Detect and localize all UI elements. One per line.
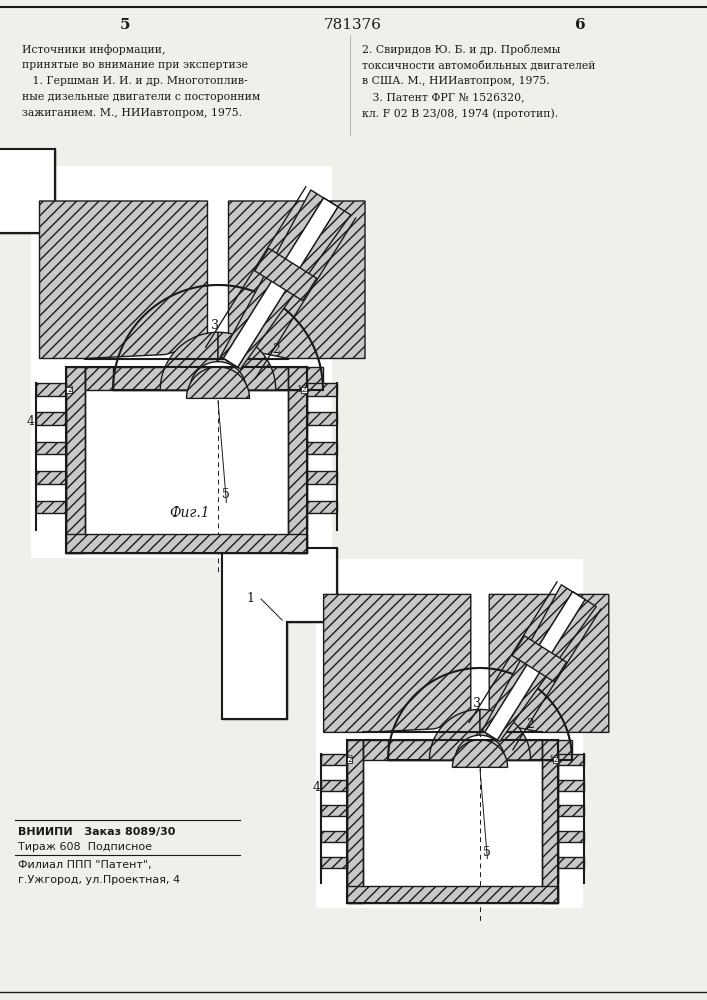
Polygon shape: [559, 857, 584, 868]
Bar: [346, 757, 352, 763]
Polygon shape: [321, 831, 346, 842]
Polygon shape: [40, 201, 207, 359]
Bar: [363, 732, 542, 740]
Polygon shape: [559, 780, 584, 791]
Text: 12: 12: [298, 385, 309, 394]
Text: 4: 4: [312, 781, 320, 794]
Polygon shape: [160, 332, 218, 390]
Polygon shape: [223, 548, 337, 719]
Polygon shape: [36, 412, 66, 425]
Polygon shape: [228, 201, 365, 359]
Polygon shape: [36, 501, 66, 513]
Polygon shape: [187, 367, 250, 398]
Polygon shape: [388, 740, 542, 760]
Text: зажиганием. М., НИИавтопром, 1975.: зажиганием. М., НИИавтопром, 1975.: [22, 108, 242, 118]
Polygon shape: [480, 709, 530, 760]
Polygon shape: [363, 740, 572, 760]
Text: 5: 5: [484, 846, 491, 858]
Polygon shape: [542, 740, 559, 903]
Polygon shape: [36, 471, 66, 484]
Polygon shape: [388, 668, 572, 760]
Text: Фиг.1: Фиг.1: [170, 506, 210, 520]
Text: токсичности автомобильных двигателей: токсичности автомобильных двигателей: [362, 60, 595, 71]
Polygon shape: [218, 332, 276, 390]
Polygon shape: [559, 754, 584, 765]
Polygon shape: [485, 592, 585, 740]
Text: 1. Гершман И. И. и др. Многотоплив-: 1. Гершман И. И. и др. Многотоплив-: [22, 76, 247, 86]
Text: Фиг.2: Фиг.2: [450, 888, 491, 902]
Text: 5: 5: [223, 488, 230, 502]
Polygon shape: [452, 740, 508, 767]
Polygon shape: [489, 594, 609, 732]
Polygon shape: [66, 534, 308, 553]
Text: ВНИИПИ   Заказ 8089/30: ВНИИПИ Заказ 8089/30: [18, 827, 175, 837]
Polygon shape: [221, 190, 351, 369]
Bar: [85, 359, 288, 367]
Text: в США. М., НИИавтопром, 1975.: в США. М., НИИавтопром, 1975.: [362, 76, 549, 86]
Text: 2: 2: [347, 755, 353, 764]
Text: г.Ужгород, ул.Проектная, 4: г.Ужгород, ул.Проектная, 4: [18, 875, 180, 885]
Polygon shape: [308, 501, 337, 513]
Polygon shape: [559, 805, 584, 816]
Text: принятые во внимание при экспертизе: принятые во внимание при экспертизе: [22, 60, 248, 70]
Text: Источники информации,: Источники информации,: [22, 44, 165, 55]
Polygon shape: [223, 198, 338, 367]
Text: 781376: 781376: [324, 18, 382, 32]
Text: 2: 2: [271, 343, 280, 356]
Bar: [316, 559, 583, 908]
Polygon shape: [36, 383, 66, 396]
Polygon shape: [482, 585, 596, 742]
Polygon shape: [223, 548, 337, 719]
Text: Тираж 608  Подписное: Тираж 608 Подписное: [18, 842, 152, 852]
Polygon shape: [429, 709, 480, 760]
Text: 2. Свиридов Ю. Б. и др. Проблемы: 2. Свиридов Ю. Б. и др. Проблемы: [362, 44, 561, 55]
Text: 6: 6: [575, 18, 585, 32]
Text: Филиал ППП "Патент",: Филиал ППП "Патент",: [18, 860, 151, 870]
Polygon shape: [0, 148, 55, 343]
Polygon shape: [85, 367, 323, 390]
Text: 3: 3: [211, 319, 219, 332]
Text: 5: 5: [119, 18, 130, 32]
Bar: [66, 387, 72, 393]
Polygon shape: [321, 754, 346, 765]
Bar: [31, 166, 332, 558]
Polygon shape: [559, 831, 584, 842]
Polygon shape: [321, 780, 346, 791]
Polygon shape: [512, 636, 566, 682]
Text: 12: 12: [549, 755, 560, 764]
Text: 4: 4: [27, 415, 35, 428]
Text: 2: 2: [67, 385, 73, 394]
Text: 1: 1: [246, 592, 254, 605]
Polygon shape: [36, 442, 66, 454]
Polygon shape: [308, 383, 337, 396]
Polygon shape: [308, 471, 337, 484]
Polygon shape: [346, 740, 363, 903]
Polygon shape: [485, 592, 585, 740]
Text: 3. Патент ФРГ № 1526320,: 3. Патент ФРГ № 1526320,: [362, 92, 525, 102]
Bar: [553, 757, 559, 763]
Polygon shape: [288, 367, 308, 553]
Polygon shape: [321, 805, 346, 816]
Polygon shape: [308, 412, 337, 425]
Text: 3: 3: [473, 697, 481, 710]
Polygon shape: [66, 367, 85, 553]
Bar: [301, 387, 308, 393]
Polygon shape: [321, 857, 346, 868]
Text: кл. F 02 В 23/08, 1974 (прототип).: кл. F 02 В 23/08, 1974 (прототип).: [362, 108, 558, 119]
Polygon shape: [223, 198, 338, 367]
Polygon shape: [346, 886, 559, 903]
Polygon shape: [113, 285, 323, 390]
Polygon shape: [255, 248, 317, 301]
Text: ные дизельные двигатели с посторонним: ные дизельные двигатели с посторонним: [22, 92, 260, 102]
Polygon shape: [324, 594, 471, 732]
Polygon shape: [0, 148, 55, 343]
Text: 2: 2: [527, 718, 534, 731]
Polygon shape: [113, 367, 288, 390]
Polygon shape: [308, 442, 337, 454]
